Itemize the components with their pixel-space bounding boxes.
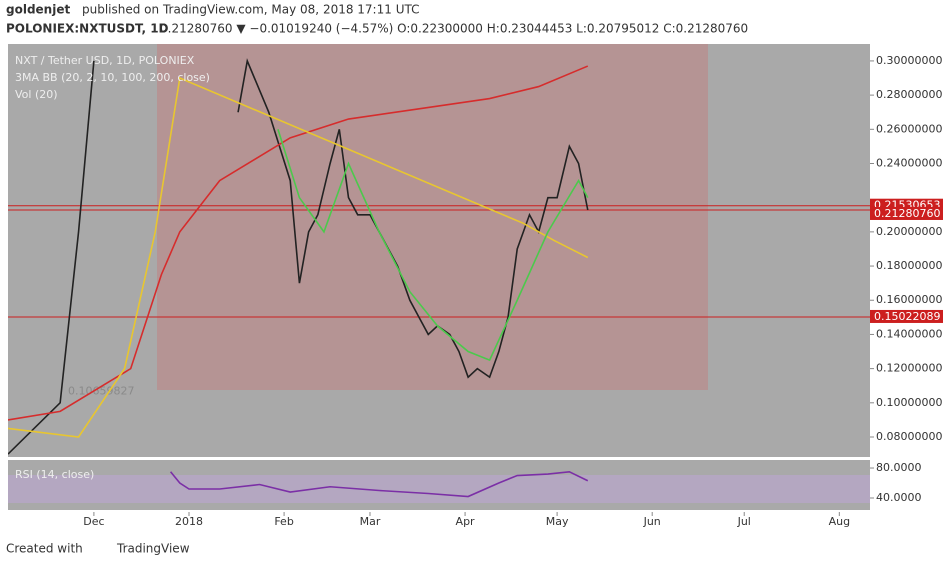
footer-text: Created with [6,542,83,556]
y-tick-label: 0.16000000 [876,293,942,306]
x-tick-label: Jun [643,515,661,528]
legend-entry: 3MA BB (20, 2, 10, 100, 200, close) [15,71,210,84]
y-tick-label: 80.0000 [876,461,922,474]
range-box [157,44,708,390]
legend-entry: RSI (14, close) [15,468,94,481]
y-tick-label: 0.14000000 [876,327,942,340]
author[interactable]: goldenjet [6,3,70,17]
y-tick-label: 0.28000000 [876,88,942,101]
published: published on TradingView.com, May 08, 20… [82,3,419,17]
y-tick-label: 0.12000000 [876,362,942,375]
y-tick-label: 0.20000000 [876,225,942,238]
series-line [169,470,589,498]
x-tick-label: Feb [274,515,293,528]
series-line [8,58,589,455]
legend-entry: NXT / Tether USD, 1D, POLONIEX [15,54,195,67]
x-tick-label: Mar [360,515,381,528]
rsi-band [8,475,870,503]
price-tag [870,309,943,323]
x-tick-label: Apr [456,515,476,528]
y-tick-label: 0.08000000 [876,430,942,443]
y-tick-label: 0.26000000 [876,122,942,135]
footer-brand[interactable]: TradingView [116,542,190,556]
x-tick-label: Aug [829,515,850,528]
series-line [277,129,589,362]
annotation: 0.10659827 [68,385,134,398]
price-tag [870,206,943,220]
symbol: POLONIEX:NXTUSDT, 1D [6,22,169,36]
quote: 0.21280760 ▼ −0.01019240 (−4.57%) O:0.22… [160,22,748,36]
x-tick-label: May [546,515,569,528]
price-tag-label: 0.15022089 [874,310,940,323]
price-tag-label: 0.21280760 [874,207,940,220]
y-tick-label: 0.18000000 [876,259,942,272]
y-tick-label: 0.10000000 [876,396,942,409]
x-tick-label: Dec [83,515,104,528]
legend-entry: Vol (20) [15,88,58,101]
x-tick-label: 2018 [175,515,203,528]
y-tick-label: 0.24000000 [876,156,942,169]
y-tick-label: 40.0000 [876,491,922,504]
y-tick-label: 0.30000000 [876,54,942,67]
series-line [8,76,589,438]
x-tick-label: Jul [737,515,751,528]
